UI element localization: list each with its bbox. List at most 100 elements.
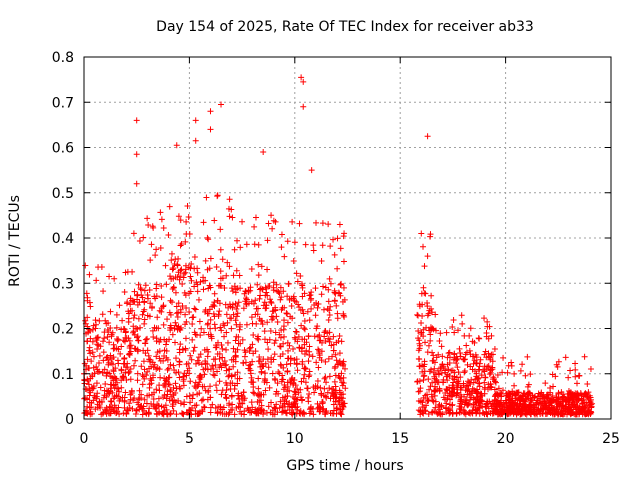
y-tick-label: 0.3 [52,276,74,292]
data-point [143,410,150,417]
data-point [200,403,207,410]
data-point [165,381,172,388]
data-point [572,404,579,411]
data-point [190,347,197,354]
data-point [328,342,335,349]
data-point [195,410,202,417]
data-point [504,409,511,416]
data-point [169,265,176,272]
data-point [125,319,132,326]
data-point [150,224,157,231]
data-point [333,339,340,346]
data-point [128,387,135,394]
data-point [340,312,347,319]
data-point [86,344,93,351]
data-point [257,363,264,370]
data-point [96,352,103,359]
data-point [305,394,312,401]
data-point [192,306,199,313]
data-point [582,390,589,397]
data-point [310,411,317,418]
data-point [113,311,120,318]
data-point [236,272,243,279]
data-point [119,317,126,324]
data-point [415,388,422,395]
data-point [438,364,445,371]
data-point [183,218,190,225]
data-point [417,411,424,418]
data-point [99,410,106,417]
data-point [506,393,513,400]
data-point [339,382,346,389]
data-point [273,401,280,408]
data-point [422,339,429,346]
data-point [281,400,288,407]
data-point [572,366,579,373]
data-point [504,404,511,411]
data-point [114,337,121,344]
data-point [111,393,118,400]
data-point [470,402,477,409]
data-point [481,379,488,386]
data-point [92,406,99,413]
data-point [87,303,94,310]
data-point [276,343,283,350]
data-point [487,400,494,407]
data-point [530,408,537,415]
data-point [173,411,180,418]
data-point [571,401,578,408]
data-point [233,305,240,312]
data-point [327,303,334,310]
data-point [476,383,483,390]
data-point [508,362,515,369]
data-point [278,231,285,238]
data-point [292,328,299,335]
data-point [581,353,588,360]
data-point [318,291,325,298]
data-point [240,305,247,312]
data-point [245,365,252,372]
data-point [331,378,338,385]
data-point [228,356,235,363]
data-point [421,290,428,297]
data-point [272,337,279,344]
data-point [205,236,212,243]
data-point [148,400,155,407]
data-point [250,389,257,396]
data-point [275,368,282,375]
data-point [129,405,136,412]
data-point [101,335,108,342]
data-point [147,257,154,264]
data-point [255,336,262,343]
data-point [207,255,214,262]
data-point [207,284,214,291]
data-point [565,401,572,408]
data-point [214,410,221,417]
data-point [494,411,501,418]
data-point [126,400,133,407]
data-point [220,360,227,367]
data-point [320,405,327,412]
data-point [108,398,115,405]
data-point [144,335,151,342]
data-point [307,405,314,412]
data-point [166,336,173,343]
data-point [89,349,96,356]
data-point [173,355,180,362]
data-point [229,401,236,408]
data-point [158,403,165,410]
data-point [201,371,208,378]
data-point [150,395,157,402]
data-point [503,399,510,406]
data-point [552,373,559,380]
data-point [305,358,312,365]
data-point [124,268,131,275]
data-point [313,359,320,366]
data-point [154,401,161,408]
data-point [337,292,344,299]
data-point [481,351,488,358]
data-point [82,317,89,324]
data-point [587,411,594,418]
data-point [340,284,347,291]
data-point [117,350,124,357]
